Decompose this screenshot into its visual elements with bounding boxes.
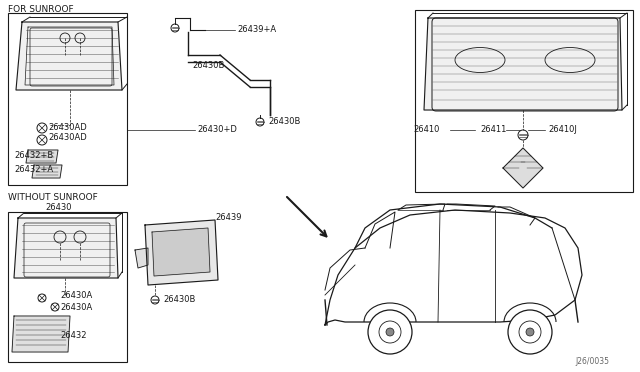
Text: 26432+B: 26432+B bbox=[14, 151, 53, 160]
Text: 26430B: 26430B bbox=[192, 61, 225, 70]
Polygon shape bbox=[16, 22, 122, 90]
Text: 26430AD: 26430AD bbox=[48, 134, 87, 142]
Bar bbox=[415, 10, 633, 192]
Text: 26410J: 26410J bbox=[548, 125, 577, 135]
Text: 26430B: 26430B bbox=[268, 118, 300, 126]
Polygon shape bbox=[14, 218, 118, 278]
Text: 26439: 26439 bbox=[215, 214, 241, 222]
Polygon shape bbox=[152, 228, 210, 276]
Text: J26/0035: J26/0035 bbox=[575, 357, 609, 366]
Circle shape bbox=[526, 328, 534, 336]
Polygon shape bbox=[26, 150, 58, 163]
Text: 26430A: 26430A bbox=[60, 291, 92, 299]
Text: 26432: 26432 bbox=[60, 331, 86, 340]
Text: 26430B: 26430B bbox=[163, 295, 195, 305]
Polygon shape bbox=[32, 165, 62, 178]
Text: 26439+A: 26439+A bbox=[237, 26, 276, 35]
Circle shape bbox=[386, 328, 394, 336]
Text: 26430A: 26430A bbox=[60, 302, 92, 311]
Text: FOR SUNROOF: FOR SUNROOF bbox=[8, 6, 74, 15]
Polygon shape bbox=[503, 148, 543, 188]
Polygon shape bbox=[145, 220, 218, 285]
Text: 26430AD: 26430AD bbox=[48, 122, 87, 131]
Text: 26410: 26410 bbox=[413, 125, 440, 135]
Text: 26430: 26430 bbox=[45, 203, 72, 212]
Circle shape bbox=[508, 310, 552, 354]
Text: 26411: 26411 bbox=[480, 125, 506, 135]
Text: 26430+D: 26430+D bbox=[197, 125, 237, 135]
Polygon shape bbox=[424, 18, 622, 110]
Polygon shape bbox=[135, 248, 148, 268]
Polygon shape bbox=[12, 316, 70, 352]
Circle shape bbox=[368, 310, 412, 354]
Text: WITHOUT SUNROOF: WITHOUT SUNROOF bbox=[8, 193, 98, 202]
Bar bbox=[8, 212, 127, 362]
Bar bbox=[8, 13, 127, 185]
Text: 26432+A: 26432+A bbox=[14, 166, 53, 174]
